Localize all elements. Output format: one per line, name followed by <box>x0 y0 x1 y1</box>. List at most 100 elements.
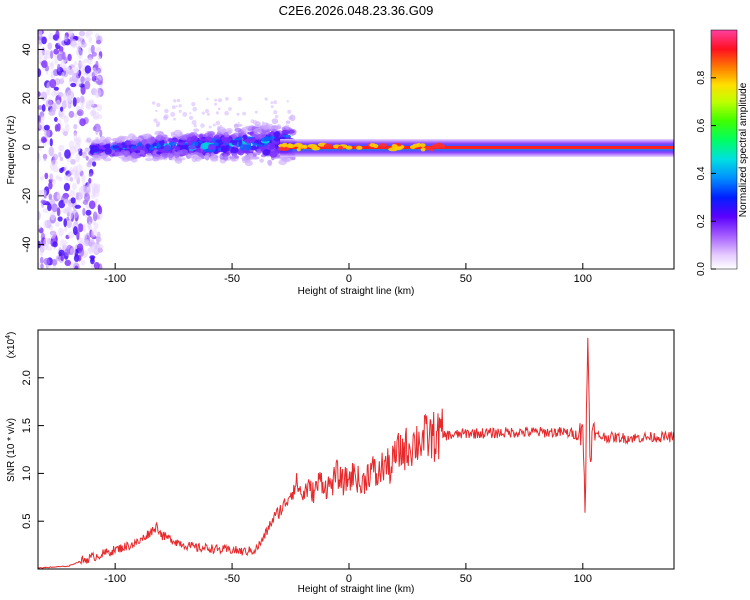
spectrogram-blob <box>96 80 103 86</box>
spectrogram-blob <box>182 111 188 117</box>
spectrogram-blob <box>84 192 90 202</box>
spectrogram-blob <box>51 259 58 266</box>
spectrogram-blob <box>53 86 59 91</box>
spectrogram-blob <box>75 97 81 103</box>
spectrogram-blob <box>55 175 61 180</box>
snr-y-tick-label: 2.0 <box>21 370 33 385</box>
spectrogram-blob <box>73 138 81 145</box>
spectrogram-blob <box>193 128 200 132</box>
spectrogram-blob <box>79 118 86 127</box>
spectrogram-blob <box>48 193 53 200</box>
spectrogram-blob <box>274 114 279 119</box>
spectrogram-blob <box>38 91 41 97</box>
spectrogram-blob <box>56 207 61 217</box>
spectrogram-blob <box>38 138 42 144</box>
snr-x-tick-label: -100 <box>104 573 126 585</box>
spectrogram-blob <box>68 231 75 239</box>
spectrogram-blob <box>69 247 76 256</box>
spectrogram-blob <box>93 111 100 119</box>
spectrogram-blob <box>214 102 218 106</box>
spectrogram-blob <box>38 224 42 230</box>
spectrogram-blob <box>191 102 196 107</box>
spectrogram-blob <box>58 249 65 257</box>
spectrogram-blob <box>181 134 188 141</box>
spectrogram-blob <box>75 153 81 163</box>
spectral-line-spot <box>435 142 443 147</box>
spectrogram-blob <box>41 104 46 112</box>
spectrogram-blob <box>95 39 102 45</box>
spectral-line-spot <box>420 147 426 152</box>
spectrogram-blob <box>86 215 93 225</box>
snr-y-tick-label: 1.5 <box>21 418 33 433</box>
spectrogram-blob <box>126 155 133 161</box>
spectrogram-blob <box>121 136 130 140</box>
spectrogram-blob <box>155 109 158 113</box>
spectral-line-spot <box>356 145 363 150</box>
spectrogram-blob <box>88 221 92 230</box>
spectrogram-blob <box>79 95 85 103</box>
spectrogram-blob <box>215 120 221 126</box>
colorbar-gradient <box>710 29 738 270</box>
spectrogram-blob <box>263 136 271 142</box>
spectrogram-blob <box>55 99 61 110</box>
spectrogram-x-tick-label: 100 <box>574 273 592 285</box>
spectrogram-blob <box>71 72 79 83</box>
spectral-line-spot <box>311 146 321 151</box>
spectrogram-blob <box>236 112 240 116</box>
spectrogram-blob <box>205 152 210 158</box>
spectrogram-blob <box>68 110 75 118</box>
spectrogram-blob <box>268 124 274 129</box>
spectrogram-blob <box>217 126 226 134</box>
colorbar-tick-label: 0.6 <box>696 118 707 132</box>
spectrogram-blob <box>261 121 264 124</box>
spectrogram-blob <box>38 210 41 221</box>
spectrogram-blob <box>189 115 194 120</box>
spectrogram-blob <box>123 151 128 158</box>
spectrogram-blob <box>259 131 267 138</box>
spectrogram-blob <box>72 182 77 191</box>
spectrogram-blob <box>38 146 43 151</box>
spectrogram-blob <box>38 115 42 124</box>
spectrogram-blob <box>155 134 164 141</box>
spectrogram-blob <box>86 137 92 143</box>
spectrogram-y-tick-label: -20 <box>21 188 33 204</box>
spectrogram-blob <box>45 99 53 108</box>
spectrogram-blob <box>76 243 84 252</box>
spectrogram-blob <box>252 119 258 125</box>
spectrogram-blob <box>206 97 209 101</box>
spectral-line-core <box>285 146 674 149</box>
spectrogram-blob <box>134 150 141 154</box>
spectrogram-blob <box>254 110 258 114</box>
spectrogram-blob <box>99 84 103 89</box>
spectrogram-blob <box>56 191 61 199</box>
spectrogram-blob <box>167 138 174 143</box>
spectrogram-blob <box>215 111 219 115</box>
spectrogram-blob <box>81 104 84 110</box>
spectrogram-blob <box>66 97 71 106</box>
spectrogram-blob <box>176 98 181 103</box>
spectrogram-blob <box>222 154 229 161</box>
spectrogram-blob <box>198 138 206 142</box>
snr-x-label: Height of straight line (km) <box>298 584 415 595</box>
spectrogram-blob <box>237 121 240 124</box>
spectrogram-blob <box>230 139 239 143</box>
spectrogram-blob <box>44 128 51 139</box>
spectrogram-blob <box>63 208 68 214</box>
spectrogram-blob <box>48 62 53 68</box>
spectrogram-blob <box>96 104 103 112</box>
spectrogram-blob <box>245 138 252 144</box>
spectrogram-blob <box>63 175 69 180</box>
spectrogram-blob <box>159 145 165 150</box>
spectrogram-blob <box>92 211 98 222</box>
spectrogram-blob <box>63 35 68 42</box>
spectrogram-blob <box>73 254 80 262</box>
spectrogram-blob <box>97 55 101 60</box>
spectrogram-blob <box>59 167 64 174</box>
spectrogram-blob <box>73 112 78 118</box>
spectrogram-blob <box>264 97 268 101</box>
spectrogram-blob <box>201 111 205 115</box>
spectrogram-blob <box>249 145 257 151</box>
spectrogram-blob <box>268 159 273 167</box>
spectrogram-blob <box>39 249 44 257</box>
spectrogram-blob <box>49 230 57 239</box>
